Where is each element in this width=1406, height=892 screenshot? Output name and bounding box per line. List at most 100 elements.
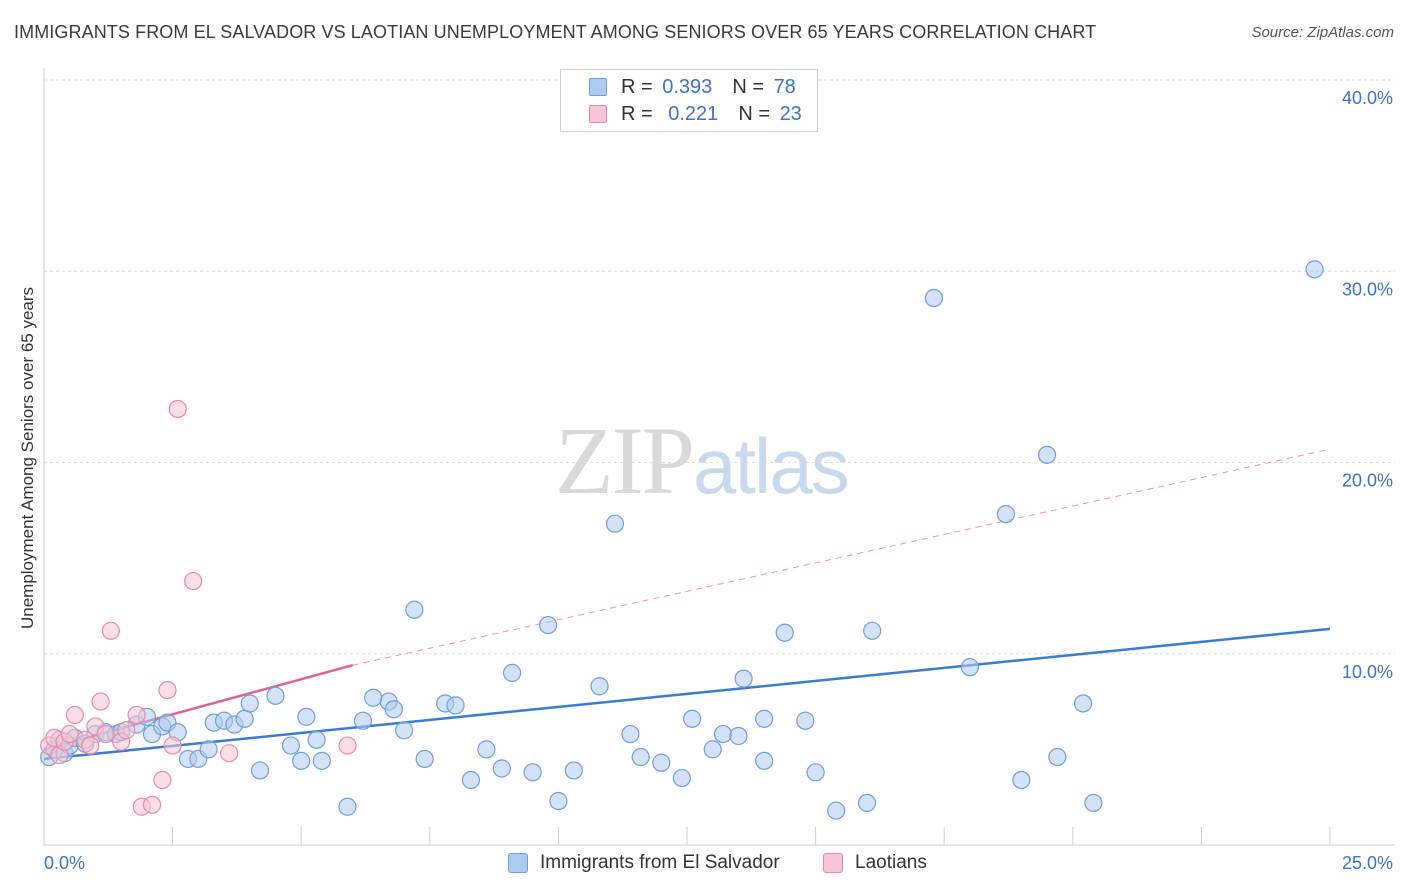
point-laotians <box>338 736 357 755</box>
point-el-salvador <box>199 740 218 759</box>
point-el-salvador <box>827 801 846 820</box>
point-el-salvador <box>713 724 733 744</box>
point-el-salvador <box>605 514 625 533</box>
point-el-salvador <box>1073 694 1093 713</box>
point-el-salvador <box>672 768 691 788</box>
legend-n-label: N = <box>732 75 764 98</box>
point-el-salvador <box>621 724 640 744</box>
y-tick-label: 10.0% <box>1342 662 1393 682</box>
point-el-salvador <box>924 288 944 308</box>
point-el-salvador <box>338 797 357 816</box>
legend-n-label: N = <box>738 102 770 125</box>
point-el-salvador <box>590 677 609 696</box>
point-el-salvador <box>1012 770 1031 790</box>
correlation-legend: R = 0.393 N = 78 R = 0.221 N = 23 <box>560 69 818 132</box>
point-el-salvador <box>1305 260 1324 279</box>
point-el-salvador <box>415 749 434 769</box>
point-el-salvador <box>353 711 373 730</box>
point-laotians <box>158 680 177 700</box>
grid-layer <box>44 79 1395 655</box>
point-el-salvador <box>729 726 748 746</box>
point-el-salvador <box>755 751 774 770</box>
y-tick-label: 20.0% <box>1342 471 1393 491</box>
x-tick-label-max: 25.0% <box>1342 853 1393 873</box>
point-laotians <box>60 724 79 744</box>
point-laotians <box>101 621 120 640</box>
point-el-salvador <box>703 740 722 759</box>
legend-row-el-salvador: R = 0.393 N = 78 <box>589 75 796 99</box>
point-laotians <box>91 692 110 711</box>
point-el-salvador <box>857 793 877 813</box>
watermark-zip: ZIP <box>555 407 695 514</box>
pink-swatch <box>589 105 607 123</box>
pink-swatch <box>823 853 843 873</box>
point-el-salvador <box>863 621 882 640</box>
point-el-salvador <box>364 688 383 707</box>
bottom-legend-laotians: Laotians <box>823 852 927 874</box>
point-laotians <box>127 705 146 725</box>
point-laotians <box>96 724 115 744</box>
y-tick-label: 30.0% <box>1342 279 1393 299</box>
x-tick-label-min: 0.0% <box>44 853 85 873</box>
point-el-salvador <box>652 753 671 772</box>
point-laotians <box>117 721 136 740</box>
point-el-salvador <box>477 740 496 759</box>
legend-r-label: R = <box>621 102 653 125</box>
point-el-salvador <box>307 730 326 749</box>
point-laotians <box>65 705 84 725</box>
legend-n-value: 23 <box>779 102 802 125</box>
legend-r-label: R = <box>621 75 653 98</box>
point-el-salvador <box>523 763 542 782</box>
y-tick-label: 40.0% <box>1342 88 1393 108</box>
point-el-salvador <box>394 721 414 740</box>
trend-line-el-salvador <box>43 627 1331 761</box>
point-laotians <box>81 736 100 755</box>
trend-line-laotians-extended <box>352 448 1331 666</box>
point-laotians <box>168 399 187 419</box>
point-el-salvador <box>492 759 511 778</box>
point-el-salvador <box>631 747 650 767</box>
axis-layer <box>43 68 1395 846</box>
point-el-salvador <box>1084 793 1103 813</box>
blue-swatch <box>508 853 528 873</box>
legend-n-value: 78 <box>773 75 796 98</box>
point-el-salvador <box>250 761 270 780</box>
point-el-salvador <box>266 686 285 705</box>
point-el-salvador <box>775 623 794 642</box>
watermark: ZIPatlas <box>555 405 850 516</box>
points-layer <box>40 260 1324 820</box>
point-el-salvador <box>734 669 753 688</box>
point-laotians <box>142 795 162 814</box>
point-el-salvador <box>960 658 980 677</box>
point-el-salvador <box>292 751 311 770</box>
blue-swatch <box>589 78 607 96</box>
point-el-salvador <box>235 709 254 728</box>
point-el-salvador <box>384 700 403 719</box>
point-el-salvador <box>240 694 259 713</box>
point-el-salvador <box>405 600 424 619</box>
source-label: Source: ZipAtlas.com <box>1251 24 1394 41</box>
legend-r-value: 0.221 <box>668 102 719 125</box>
point-el-salvador <box>996 505 1016 524</box>
bottom-legend-el-salvador: Immigrants from El Salvador <box>508 852 780 874</box>
point-el-salvador <box>539 615 558 635</box>
chart-title: IMMIGRANTS FROM EL SALVADOR VS LAOTIAN U… <box>14 22 1097 42</box>
point-el-salvador <box>1037 445 1057 464</box>
series2-label: Laotians <box>855 852 927 873</box>
point-el-salvador <box>806 763 825 782</box>
point-el-salvador <box>549 791 568 811</box>
point-el-salvador <box>281 736 301 755</box>
point-el-salvador <box>564 761 583 780</box>
tick-label-layer: 10.0% 20.0% 30.0% 40.0% 0.0% 25.0% <box>44 88 1393 873</box>
watermark-atlas: atlas <box>693 422 850 510</box>
point-el-salvador <box>297 707 316 726</box>
point-el-salvador <box>503 663 522 682</box>
point-el-salvador <box>796 711 815 730</box>
point-laotians <box>220 744 239 763</box>
point-el-salvador <box>446 696 465 715</box>
point-el-salvador <box>755 709 774 728</box>
legend-row-laotians: R = 0.221 N = 23 <box>589 102 802 126</box>
point-el-salvador <box>1048 747 1067 767</box>
point-laotians <box>184 571 203 591</box>
